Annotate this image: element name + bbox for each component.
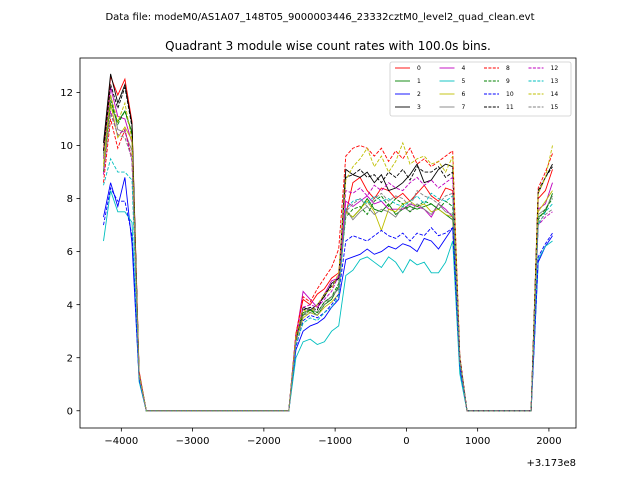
series-line-15	[103, 113, 553, 412]
legend-label-4: 4	[462, 65, 466, 72]
series-layer	[103, 73, 553, 412]
legend-label-2: 2	[417, 91, 421, 98]
chart-title: Quadrant 3 module wise count rates with …	[165, 39, 491, 53]
y-tick-label: 4	[67, 300, 73, 311]
y-tick-label: 12	[60, 88, 73, 99]
legend-label-10: 10	[506, 91, 514, 98]
x-tick-label: 1000	[465, 436, 490, 447]
x-tick-label: 0	[403, 436, 409, 447]
legend-label-11: 11	[506, 104, 514, 111]
x-tick-label: −2000	[247, 436, 281, 447]
legend-label-12: 12	[551, 65, 559, 72]
y-tick-label: 8	[67, 194, 73, 205]
plot-frame	[79, 57, 577, 429]
x-tick-label: −3000	[176, 436, 210, 447]
legend-label-15: 15	[551, 104, 559, 111]
y-tick-label: 2	[67, 353, 73, 364]
legend-box	[389, 61, 572, 117]
legend-label-9: 9	[506, 78, 510, 85]
x-axis: −4000 −3000 −2000 −1000 0 1000 2000	[104, 428, 562, 447]
legend-label-14: 14	[551, 91, 559, 98]
y-tick-label: 6	[67, 247, 73, 258]
legend-label-7: 7	[462, 104, 466, 111]
y-tick-label: 10	[60, 141, 73, 152]
legend-label-1: 1	[417, 78, 421, 85]
x-tick-label: 2000	[536, 436, 561, 447]
legend-label-5: 5	[462, 78, 466, 85]
legend-label-3: 3	[417, 104, 421, 111]
x-tick-label: −1000	[318, 436, 352, 447]
legend-label-6: 6	[462, 91, 466, 98]
legend-label-8: 8	[506, 65, 510, 72]
legend-label-13: 13	[551, 78, 559, 85]
y-axis: 0 2 4 6 8 10 12	[60, 88, 80, 417]
x-offset-label: +3.173e8	[526, 458, 576, 469]
x-tick-label: −4000	[104, 436, 138, 447]
figure-suptitle: Data file: modeM0/AS1A07_148T05_90000034…	[105, 12, 534, 23]
y-tick-label: 0	[67, 406, 73, 417]
legend-label-0: 0	[417, 65, 421, 72]
